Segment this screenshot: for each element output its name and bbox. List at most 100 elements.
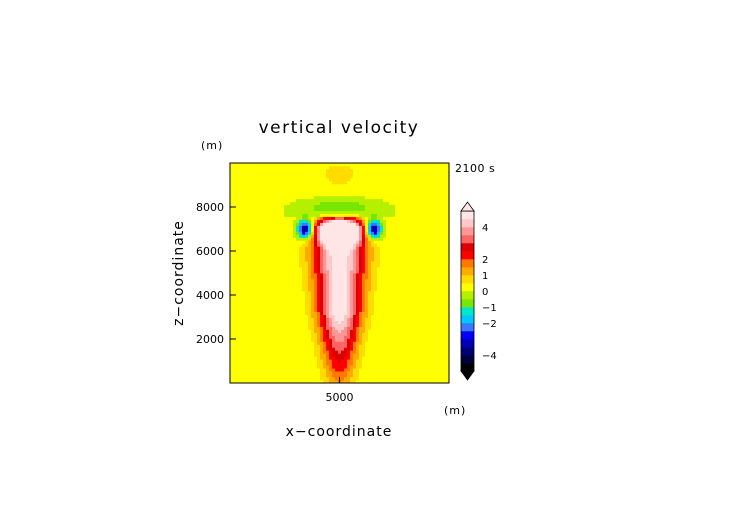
heatmap-cell xyxy=(386,258,390,262)
heatmap-cell xyxy=(356,234,360,238)
heatmap-cell xyxy=(341,305,345,310)
heatmap-cell xyxy=(440,264,444,268)
heatmap-cell xyxy=(290,287,294,292)
heatmap-cell xyxy=(359,270,363,274)
heatmap-cell xyxy=(371,246,375,250)
heatmap-cell xyxy=(353,258,357,262)
heatmap-cell xyxy=(272,311,276,316)
heatmap-cell xyxy=(284,326,288,330)
heatmap-cell xyxy=(284,255,288,259)
heatmap-cell xyxy=(437,234,441,238)
heatmap-cell xyxy=(320,344,324,348)
heatmap-cell xyxy=(266,302,270,307)
heatmap-cell xyxy=(311,323,315,327)
heatmap-cell xyxy=(302,237,306,241)
heatmap-cell xyxy=(290,335,294,339)
heatmap-cell xyxy=(278,332,282,336)
heatmap-cell xyxy=(380,267,384,271)
heatmap-cell xyxy=(371,278,375,283)
heatmap-cell xyxy=(308,287,312,292)
heatmap-cell xyxy=(392,314,396,318)
heatmap-cell xyxy=(416,210,420,214)
heatmap-cell xyxy=(260,326,264,330)
heatmap-cell xyxy=(440,299,444,304)
heatmap-cell xyxy=(428,201,432,206)
heatmap-cell xyxy=(266,299,270,304)
heatmap-cell xyxy=(389,338,393,342)
heatmap-cell xyxy=(272,240,276,244)
heatmap-cell xyxy=(368,240,372,244)
heatmap-cell xyxy=(407,189,411,194)
heatmap-cell xyxy=(329,296,333,301)
heatmap-cell xyxy=(284,219,288,223)
heatmap-cell xyxy=(380,264,384,268)
heatmap-cell xyxy=(374,183,378,188)
heatmap-cell xyxy=(338,353,342,357)
heatmap-cell xyxy=(299,323,303,327)
heatmap-cell xyxy=(254,353,258,357)
heatmap-cell xyxy=(290,350,294,354)
heatmap-cell xyxy=(386,335,390,339)
heatmap-cell xyxy=(371,332,375,336)
heatmap-cell xyxy=(347,377,351,381)
heatmap-cell xyxy=(398,296,402,301)
heatmap-cell xyxy=(287,275,291,280)
heatmap-cell xyxy=(425,347,429,351)
heatmap-cell xyxy=(440,252,444,256)
heatmap-cell xyxy=(275,246,279,250)
heatmap-cell xyxy=(350,180,354,185)
heatmap-cell xyxy=(434,380,438,384)
heatmap-cell xyxy=(236,350,240,354)
heatmap-cell xyxy=(329,350,333,354)
heatmap-cell xyxy=(428,264,432,268)
heatmap-cell xyxy=(308,249,312,253)
heatmap-cell xyxy=(245,377,249,381)
heatmap-cell xyxy=(395,273,399,277)
heatmap-cell xyxy=(242,329,246,333)
heatmap-cell xyxy=(344,365,348,369)
heatmap-cell xyxy=(326,377,330,381)
heatmap-cell xyxy=(356,368,360,372)
heatmap-cell xyxy=(359,234,363,238)
heatmap-cell xyxy=(413,362,417,366)
heatmap-cell xyxy=(332,353,336,357)
heatmap-cell xyxy=(440,323,444,327)
heatmap-cell xyxy=(266,270,270,274)
heatmap-cell xyxy=(440,320,444,324)
heatmap-cell xyxy=(308,344,312,348)
heatmap-cell xyxy=(311,368,315,372)
heatmap-cell xyxy=(368,320,372,324)
heatmap-cell xyxy=(362,374,366,378)
heatmap-cell xyxy=(269,308,273,313)
heatmap-cell xyxy=(446,252,450,256)
heatmap-cell xyxy=(353,240,357,244)
heatmap-cell xyxy=(425,267,429,271)
heatmap-cell xyxy=(374,338,378,342)
heatmap-cell xyxy=(344,290,348,295)
heatmap-cell xyxy=(329,261,333,265)
heatmap-cell xyxy=(329,311,333,316)
heatmap-cell xyxy=(329,273,333,277)
heatmap-cell xyxy=(275,219,279,223)
heatmap-cell xyxy=(422,258,426,262)
heatmap-cell xyxy=(377,180,381,185)
heatmap-cell xyxy=(371,368,375,372)
heatmap-cell xyxy=(311,237,315,241)
heatmap-cell xyxy=(395,180,399,185)
heatmap-cell xyxy=(386,189,390,194)
heatmap-cell xyxy=(386,305,390,310)
heatmap-cell xyxy=(272,281,276,286)
heatmap-cell xyxy=(278,198,282,203)
heatmap-cell xyxy=(314,359,318,363)
heatmap-cell xyxy=(338,231,342,235)
heatmap-cell xyxy=(293,332,297,336)
heatmap-cell xyxy=(308,347,312,351)
heatmap-cell xyxy=(254,365,258,369)
heatmap-cell xyxy=(440,249,444,253)
heatmap-cell xyxy=(419,261,423,265)
heatmap-cell xyxy=(440,365,444,369)
heatmap-cell xyxy=(290,326,294,330)
heatmap-cell xyxy=(335,255,339,259)
heatmap-cell xyxy=(344,371,348,375)
heatmap-cell xyxy=(290,380,294,384)
